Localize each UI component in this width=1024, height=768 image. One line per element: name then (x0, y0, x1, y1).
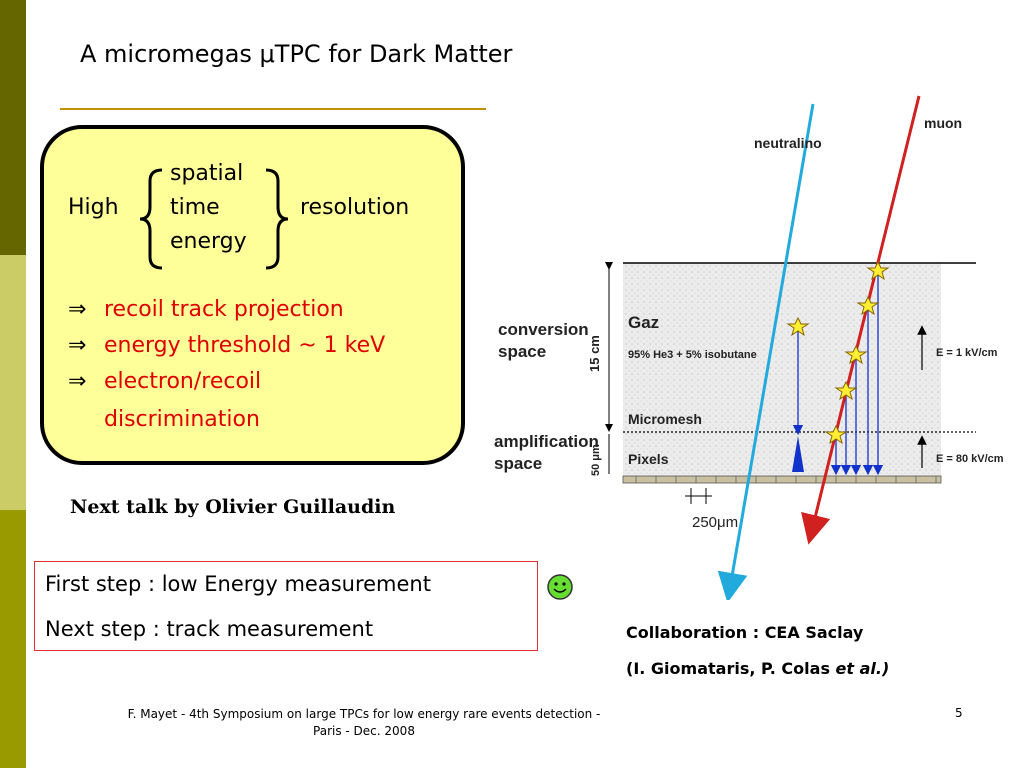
detector-diagram: neutralino muon conversion space amplifi… (494, 95, 1004, 600)
field-2-label: E = 80 kV/cm (936, 453, 1004, 465)
field-1-label: E = 1 kV/cm (936, 347, 998, 359)
gas-mix-label: 95% He3 + 5% isobutane (628, 349, 757, 361)
conversion-space-label: space (498, 342, 546, 361)
amplification-label: amplification (494, 432, 599, 451)
pixel-plane (622, 475, 942, 484)
sidebar-block-dark (0, 0, 26, 255)
amplification-space-label: space (494, 454, 542, 473)
conversion-label: conversion (498, 320, 589, 339)
micromesh-label: Micromesh (628, 411, 702, 427)
smiley-icon (547, 574, 573, 600)
gaz-label: Gaz (628, 313, 659, 332)
first-step-text: First step : low Energy measurement (45, 572, 431, 596)
resolution-label: resolution (300, 195, 410, 220)
arrow-icon: ⇒ (68, 333, 87, 358)
spatial-item: spatial (170, 161, 244, 186)
footer-citation: F. Mayet - 4th Symposium on large TPCs f… (60, 706, 668, 740)
next-step-text: Next step : track measurement (45, 617, 374, 641)
sidebar-block-mid (0, 510, 26, 768)
steps-box: First step : low Energy measurement Next… (34, 561, 538, 651)
page-number: 5 (955, 706, 963, 720)
footer-line-1: F. Mayet - 4th Symposium on large TPCs f… (127, 707, 601, 721)
pitch-label: 250μm (692, 514, 738, 531)
height-15cm-label: 15 cm (587, 335, 602, 372)
gas-volume (623, 263, 941, 476)
muon-track (801, 95, 921, 545)
title-underline (60, 108, 486, 110)
pixels-label: Pixels (628, 451, 669, 467)
bullet-energy-threshold: energy threshold ~ 1 keV (104, 333, 386, 358)
sidebar-decoration (0, 0, 26, 768)
neutralino-label: neutralino (754, 135, 822, 151)
energy-item: energy (170, 229, 247, 254)
collaboration-line-2: (I. Giomataris, P. Colas et al.) (626, 659, 890, 678)
bullet-electron-recoil: electron/recoil (104, 369, 262, 394)
arrow-icon: ⇒ (68, 369, 87, 394)
height-50um-label: 50 μm (590, 444, 602, 476)
arrow-icon: ⇒ (68, 297, 87, 322)
high-label: High (68, 195, 119, 220)
neutralino-track (717, 103, 815, 600)
time-item: time (170, 195, 220, 220)
next-talk-note: Next talk by Olivier Guillaudin (70, 496, 396, 518)
bullet-discrimination: discrimination (104, 407, 260, 432)
resolution-box: High spatial time energy resolution ⇒ re… (40, 125, 465, 465)
bullet-recoil-track: recoil track projection (104, 297, 344, 322)
muon-label: muon (924, 115, 962, 131)
collaboration-line-1: Collaboration : CEA Saclay (626, 623, 864, 642)
right-brace-icon (265, 168, 289, 270)
slide-title: A micromegas μTPC for Dark Matter (80, 40, 513, 68)
sidebar-block-light (0, 255, 26, 510)
footer-line-2: Paris - Dec. 2008 (313, 724, 415, 738)
left-brace-icon (139, 168, 163, 270)
